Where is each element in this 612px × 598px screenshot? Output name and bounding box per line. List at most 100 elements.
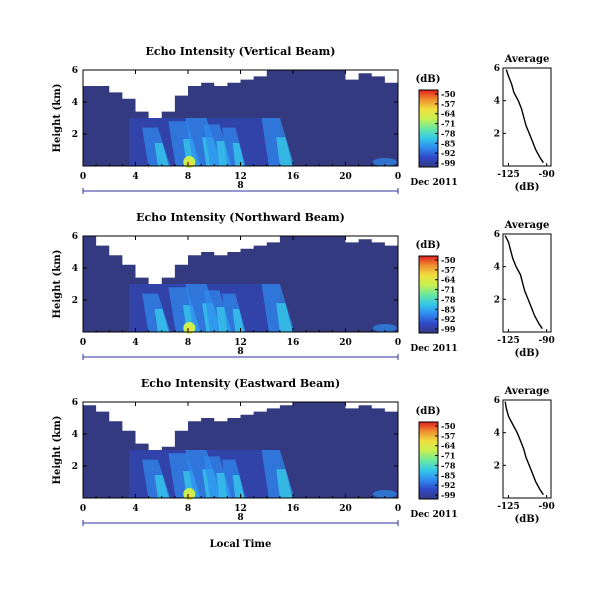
x-tick-label: 12 <box>234 338 247 348</box>
echo-surface <box>372 324 397 332</box>
x-tick-label: 8 <box>185 338 191 348</box>
colorbar-tick-label: -85 <box>441 304 455 314</box>
colorbar-tick-label: -57 <box>441 431 455 441</box>
y-tick-label: 2 <box>72 130 78 140</box>
x-tick-label: 4 <box>132 504 138 514</box>
x-tick-label: 0 <box>80 172 86 182</box>
panel-2 <box>82 233 552 360</box>
average-title: Average <box>504 220 550 231</box>
x-tick-label: 0 <box>80 338 86 348</box>
colorbar-unit: (dB) <box>416 406 441 417</box>
colorbar-tick-label: -78 <box>441 460 456 470</box>
average-y-tick-label: 6 <box>494 230 500 240</box>
average-x-tick-label: -90 <box>539 336 555 346</box>
colorbar-tick-label: -50 <box>441 421 456 431</box>
colorbar-tick-label: -99 <box>441 490 456 500</box>
x-tick-label: 0 <box>395 338 401 348</box>
average-y-tick-label: 2 <box>494 295 500 305</box>
date-label: Dec 2011 <box>410 178 457 188</box>
average-x-label: (dB) <box>515 182 540 193</box>
average-y-tick-label: 4 <box>494 429 500 439</box>
echo-streak-core <box>276 469 293 498</box>
echo-streak-core <box>276 303 293 332</box>
no-data-region <box>83 402 398 450</box>
echo-streak-core <box>232 474 245 498</box>
x-tick-label: 0 <box>395 504 401 514</box>
echo-streak-core <box>154 142 169 166</box>
echo-surface <box>372 158 397 166</box>
average-x-label: (dB) <box>515 348 540 359</box>
x-tick-label: 20 <box>339 338 352 348</box>
colorbar-tick-label: -78 <box>441 294 456 304</box>
average-y-tick-label: 6 <box>494 396 500 406</box>
echo-streak-core <box>276 137 293 166</box>
colorbar-unit: (dB) <box>416 74 441 85</box>
y-tick-label: 6 <box>72 66 78 76</box>
date-label: Dec 2011 <box>410 510 457 520</box>
colorbar-tick-label: -71 <box>441 285 455 295</box>
colorbar-tick-label: -78 <box>441 128 456 138</box>
x-tick-label: 0 <box>395 172 401 182</box>
y-tick-label: 4 <box>72 264 78 274</box>
colorbar-tick-label: -85 <box>441 470 455 480</box>
echo-surface <box>372 490 397 498</box>
colorbar <box>418 89 439 168</box>
average-frame <box>502 233 552 333</box>
y-axis-label: Height (km) <box>52 250 63 319</box>
colorbar-tick-label: -50 <box>441 255 456 265</box>
x-tick-label: 16 <box>287 172 300 182</box>
x-tick-label: 20 <box>339 504 352 514</box>
average-y-tick-label: 6 <box>494 64 500 74</box>
y-tick-label: 6 <box>72 232 78 242</box>
x-tick-label: 12 <box>234 172 247 182</box>
average-x-tick-label: -125 <box>497 502 520 512</box>
average-profile-line <box>505 69 544 164</box>
average-title: Average <box>504 386 550 397</box>
colorbar-tick-label: -71 <box>441 451 455 461</box>
x-tick-label: 8 <box>185 172 191 182</box>
average-x-label: (dB) <box>515 514 540 525</box>
average-title: Average <box>504 54 550 65</box>
x-axis-label: Local Time <box>210 539 272 550</box>
heatmap-title: Echo Intensity (Vertical Beam) <box>145 45 335 58</box>
echo-streak-core <box>154 474 169 498</box>
average-frame <box>502 67 552 167</box>
average-y-tick-label: 2 <box>494 129 500 139</box>
average-x-tick-label: -90 <box>539 502 555 512</box>
x-tick-label: 12 <box>234 504 247 514</box>
average-x-tick-label: -125 <box>497 336 520 346</box>
panel-1 <box>82 67 552 194</box>
average-profile-line <box>504 235 543 330</box>
heatmap-title: Echo Intensity (Eastward Beam) <box>141 377 340 390</box>
date-bar-label: 8 <box>237 513 243 523</box>
date-bar-label: 8 <box>237 347 243 357</box>
x-tick-label: 4 <box>132 172 138 182</box>
no-data-region <box>83 70 398 118</box>
average-y-tick-label: 4 <box>494 263 500 273</box>
echo-streak-core <box>154 308 169 332</box>
x-tick-label: 20 <box>339 172 352 182</box>
y-tick-label: 2 <box>72 296 78 306</box>
average-x-tick-label: -125 <box>497 170 520 180</box>
average-frame <box>502 399 552 499</box>
y-tick-label: 6 <box>72 398 78 408</box>
colorbar-tick-label: -99 <box>441 324 456 334</box>
y-axis-label: Height (km) <box>52 416 63 485</box>
colorbar-tick-label: -99 <box>441 158 456 168</box>
colorbar-tick-label: -92 <box>441 480 455 490</box>
panel-3 <box>82 399 552 526</box>
colorbar-tick-label: -71 <box>441 119 455 129</box>
colorbar-tick-label: -92 <box>441 148 455 158</box>
colorbar <box>418 255 439 334</box>
echo-streak-core <box>232 308 245 332</box>
x-tick-label: 8 <box>185 504 191 514</box>
colorbar-tick-label: -64 <box>441 441 456 451</box>
colorbar-tick-label: -57 <box>441 265 455 275</box>
colorbar-tick-label: -92 <box>441 314 455 324</box>
y-tick-label: 2 <box>72 462 78 472</box>
average-y-tick-label: 4 <box>494 97 500 107</box>
date-label: Dec 2011 <box>410 344 457 354</box>
y-tick-label: 4 <box>72 98 78 108</box>
colorbar-tick-label: -50 <box>441 89 456 99</box>
